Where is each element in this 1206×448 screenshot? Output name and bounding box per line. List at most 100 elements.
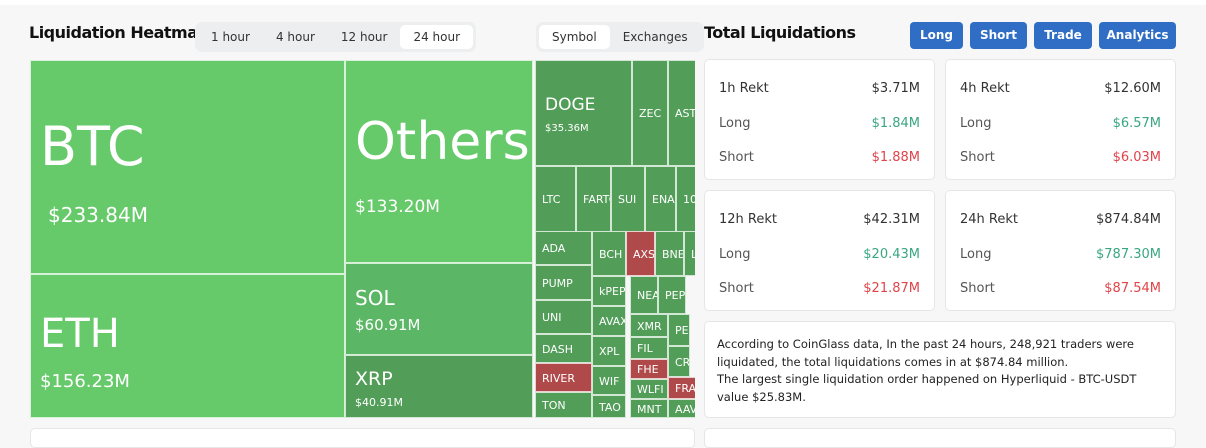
cell-symbol: BTC bbox=[40, 114, 145, 178]
cell-symbol: FARTC bbox=[583, 193, 610, 206]
treemap-cell-ena[interactable]: ENA bbox=[645, 166, 676, 232]
time-range-tabs: 1 hour 4 hour 12 hour 24 hour bbox=[195, 22, 477, 52]
treemap-cell-ast[interactable]: AST bbox=[668, 60, 695, 166]
rekt-label: 4h Rekt bbox=[960, 81, 1010, 96]
rekt-total: $42.31M bbox=[863, 212, 920, 227]
treemap-cell-doge[interactable]: DOGE $35.36M bbox=[535, 60, 632, 166]
treemap-cell-zec[interactable]: ZEC bbox=[632, 60, 668, 166]
analytics-button[interactable]: Analytics bbox=[1099, 22, 1176, 49]
cell-symbol: ADA bbox=[542, 242, 566, 255]
cell-symbol: AST bbox=[675, 107, 695, 120]
treemap-cell-dash[interactable]: DASH bbox=[535, 334, 592, 363]
tab-symbol[interactable]: Symbol bbox=[539, 25, 610, 49]
treemap-cell-aav[interactable]: AAV bbox=[668, 399, 695, 418]
treemap-cell-sui[interactable]: SUI bbox=[611, 166, 645, 232]
cell-symbol: ETH bbox=[40, 311, 120, 357]
rekt-label: 1h Rekt bbox=[719, 81, 769, 96]
treemap-cell-wif[interactable]: WIF bbox=[592, 366, 626, 395]
long-value: $787.30M bbox=[1096, 247, 1161, 262]
cell-symbol: TAO bbox=[599, 400, 621, 414]
treemap-cell-fra[interactable]: FRA bbox=[668, 377, 695, 399]
treemap-cell-river[interactable]: RIVER bbox=[535, 363, 592, 392]
tab-4-hour[interactable]: 4 hour bbox=[275, 30, 315, 44]
treemap-cell-ltc[interactable]: LTC bbox=[535, 166, 576, 232]
cell-symbol: XRP bbox=[355, 368, 393, 390]
treemap-cell-fil[interactable]: FIL bbox=[630, 337, 668, 359]
cell-symbol: PUMP bbox=[542, 276, 573, 290]
trade-button[interactable]: Trade bbox=[1034, 22, 1092, 49]
treemap-cell-pep[interactable]: PEP bbox=[658, 276, 686, 314]
cell-symbol: AVAX bbox=[599, 315, 626, 328]
short-value: $6.03M bbox=[1112, 150, 1161, 165]
long-label: Long bbox=[719, 116, 751, 131]
lower-panel-right bbox=[704, 428, 1176, 448]
cell-symbol: LTC bbox=[542, 193, 561, 206]
cell-value: $40.91M bbox=[355, 396, 403, 409]
treemap-cell-pe[interactable]: PE bbox=[668, 314, 690, 346]
heatmap-title: Liquidation Heatmap bbox=[29, 23, 209, 42]
treemap-cell-avax[interactable]: AVAX bbox=[592, 306, 626, 336]
tab-1-hour[interactable]: 1 hour bbox=[211, 30, 250, 44]
treemap-cell-axs[interactable]: AXS bbox=[626, 231, 655, 276]
cell-symbol: kPEPE bbox=[599, 285, 626, 298]
treemap-cell-uni[interactable]: UNI bbox=[535, 300, 592, 334]
treemap-cell-nea[interactable]: NEA bbox=[630, 276, 658, 314]
treemap-cell-cr[interactable]: CR bbox=[668, 346, 690, 377]
long-value: $6.57M bbox=[1112, 116, 1161, 131]
long-button[interactable]: Long bbox=[910, 22, 963, 49]
cell-symbol: Others bbox=[355, 111, 530, 172]
short-button[interactable]: Short bbox=[970, 22, 1027, 49]
largest-order-text: The largest single liquidation order hap… bbox=[717, 372, 1137, 404]
cell-symbol: PE bbox=[675, 324, 689, 337]
tab-24-hour[interactable]: 24 hour bbox=[400, 25, 474, 49]
treemap-cell-kpepe[interactable]: kPEPE bbox=[592, 276, 626, 306]
tab-12-hour[interactable]: 12 hour bbox=[340, 30, 388, 44]
treemap-cell-others[interactable]: Others $133.20M bbox=[345, 60, 533, 263]
treemap-cell-10[interactable]: 10 bbox=[676, 166, 695, 232]
treemap-cell-pump[interactable]: PUMP bbox=[535, 265, 592, 300]
treemap-cell-mnt[interactable]: MNT bbox=[630, 399, 668, 418]
treemap-cell-fhe[interactable]: FHE bbox=[630, 359, 668, 379]
cell-symbol: FIL bbox=[637, 342, 653, 355]
treemap-cell-eth[interactable]: ETH $156.23M bbox=[30, 274, 345, 418]
long-label: Long bbox=[960, 116, 992, 131]
rekt-card: 24h Rekt $874.84M Long $787.30M Short $87.5… bbox=[945, 190, 1176, 311]
treemap-cell-sol[interactable]: SOL $60.91M bbox=[345, 263, 533, 355]
tab-exchanges[interactable]: Exchanges bbox=[622, 30, 688, 44]
treemap-cell-xrp[interactable]: XRP $40.91M bbox=[345, 355, 533, 418]
treemap-cell-l[interactable]: L bbox=[684, 231, 695, 276]
cell-symbol: AXS bbox=[633, 247, 655, 261]
short-label: Short bbox=[719, 281, 754, 296]
treemap-cell-btc[interactable]: BTC $233.84M bbox=[30, 60, 345, 274]
rekt-total: $12.60M bbox=[1104, 81, 1161, 96]
treemap-cell-wlfi[interactable]: WLFI bbox=[630, 379, 668, 399]
rekt-total: $3.71M bbox=[871, 81, 920, 96]
cell-symbol: MNT bbox=[637, 402, 662, 416]
long-label: Long bbox=[960, 247, 992, 262]
cell-symbol: DOGE bbox=[545, 95, 596, 115]
treemap-cell-xmr[interactable]: XMR bbox=[630, 314, 668, 337]
liquidation-treemap: BTC $233.84M ETH $156.23M Others $133.20M SOL $… bbox=[30, 60, 695, 418]
cell-symbol: BCH bbox=[599, 247, 623, 261]
treemap-cell-xpl[interactable]: XPL bbox=[592, 336, 626, 366]
treemap-cell-ton[interactable]: TON bbox=[535, 392, 592, 418]
treemap-cell-bch[interactable]: BCH bbox=[592, 231, 626, 276]
treemap-cell-ada[interactable]: ADA bbox=[535, 231, 592, 265]
long-value: $20.43M bbox=[863, 247, 920, 262]
total-liquidations-title: Total Liquidations bbox=[704, 23, 856, 42]
cell-symbol: FHE bbox=[637, 363, 659, 376]
cell-symbol: SOL bbox=[355, 286, 395, 310]
short-label: Short bbox=[960, 150, 995, 165]
treemap-cell-bne[interactable]: BNE bbox=[655, 231, 684, 276]
cell-symbol: XPL bbox=[599, 345, 620, 358]
cell-value: $233.84M bbox=[48, 203, 148, 227]
cell-symbol: FRA bbox=[675, 382, 695, 395]
cell-symbol: WIF bbox=[599, 374, 620, 388]
summary-text: According to CoinGlass data, In the past… bbox=[717, 337, 1134, 369]
cell-symbol: TON bbox=[542, 399, 566, 412]
treemap-cell-tao[interactable]: TAO bbox=[592, 395, 626, 418]
treemap-cell-fartc[interactable]: FARTC bbox=[576, 166, 611, 232]
cell-symbol: XMR bbox=[637, 319, 662, 333]
cell-value: $156.23M bbox=[40, 371, 130, 392]
cell-symbol: WLFI bbox=[637, 383, 664, 396]
